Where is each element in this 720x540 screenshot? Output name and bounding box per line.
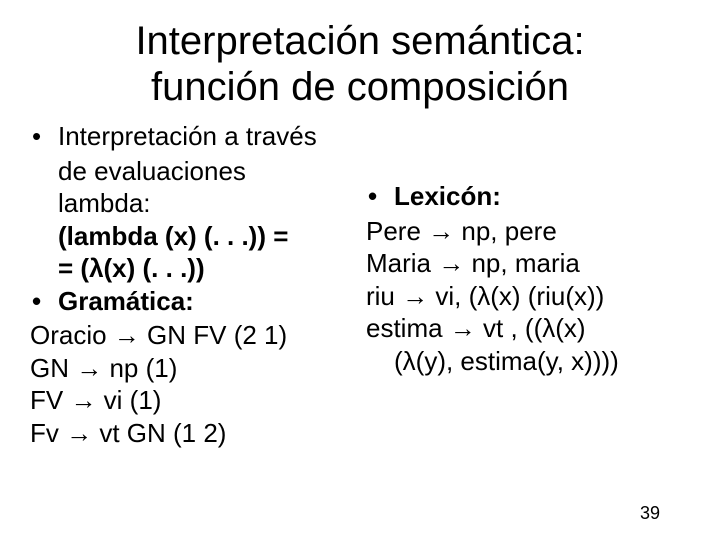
slide: Interpretación semántica: función de com…	[0, 0, 720, 540]
left-column: Interpretación a través de evaluaciones …	[30, 120, 360, 449]
text: de evaluaciones	[30, 155, 350, 188]
text: Gramática:	[58, 286, 194, 316]
lexicon-pere: Pere → np, pere	[366, 215, 690, 248]
bullet-lambda-intro: Interpretación a través	[30, 120, 350, 153]
bullet-gramatica: Gramática:	[30, 285, 350, 318]
slide-body: Interpretación a través de evaluaciones …	[0, 110, 720, 449]
lexicon-riu: riu → vi, (λ(x) (riu(x))	[366, 280, 690, 313]
grammar-rule-1: Oracio → GN FV (2 1)	[30, 319, 350, 352]
grammar-rule-4: Fv → vt GN (1 2)	[30, 417, 350, 450]
page-number: 39	[640, 503, 660, 524]
lexicon-maria: Maria → np, maria	[366, 247, 690, 280]
lambda-expr-2: = (λ(x) (. . .))	[30, 252, 350, 285]
grammar-rule-3: FV → vi (1)	[30, 384, 350, 417]
right-column: Lexicón: Pere → np, pere Maria → np, mar…	[360, 120, 690, 449]
lexicon-estima-1: estima → vt , ((λ(x)	[366, 312, 690, 345]
text: Interpretación a través	[58, 121, 317, 151]
title-line-2: función de composición	[0, 64, 720, 110]
grammar-rule-2: GN → np (1)	[30, 352, 350, 385]
slide-title: Interpretación semántica: función de com…	[0, 0, 720, 110]
text: Lexicón:	[394, 181, 501, 211]
lexicon-estima-2: (λ(y), estima(y, x))))	[366, 345, 690, 378]
lambda-expr-1: (lambda (x) (. . .)) =	[30, 220, 350, 253]
text: lambda:	[30, 187, 350, 220]
title-line-1: Interpretación semántica:	[0, 18, 720, 64]
bullet-lexicon: Lexicón:	[366, 180, 690, 213]
